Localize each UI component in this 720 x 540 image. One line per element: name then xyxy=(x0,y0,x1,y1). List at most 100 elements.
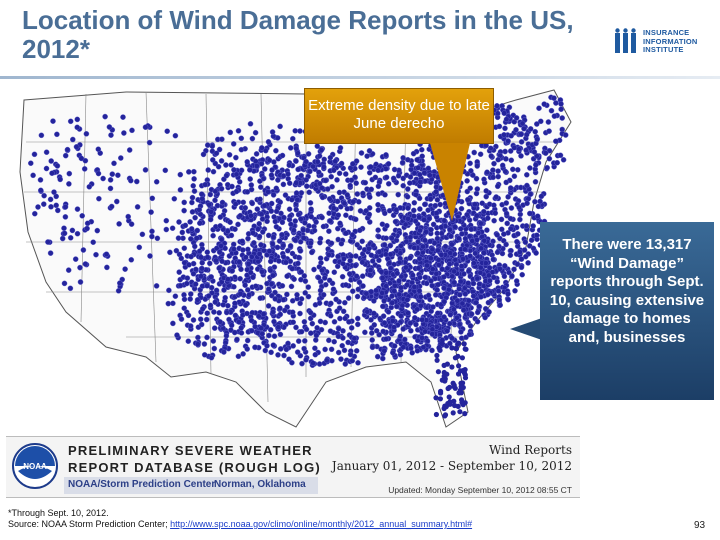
wind-report-dot xyxy=(293,158,299,164)
wind-report-dot xyxy=(213,245,220,252)
wind-report-dot xyxy=(208,209,214,215)
wind-report-dot xyxy=(362,179,369,186)
wind-report-dot xyxy=(189,194,196,201)
wind-report-dot xyxy=(108,203,115,210)
wind-report-dot xyxy=(247,176,253,182)
wind-report-dot xyxy=(393,303,400,310)
wind-report-dot xyxy=(476,303,482,310)
wind-report-dot xyxy=(356,227,363,234)
wind-report-dot xyxy=(503,241,509,248)
iii-logo: INSURANCE INFORMATION INSTITUTE xyxy=(613,28,713,56)
wind-report-dot xyxy=(235,353,242,360)
wind-report-dot xyxy=(402,221,409,228)
wind-report-dot xyxy=(190,183,196,189)
wind-report-dot xyxy=(128,177,134,184)
wind-report-dot xyxy=(343,212,349,218)
wind-report-dot xyxy=(498,226,505,233)
wind-report-dot xyxy=(258,325,264,331)
wind-report-dot xyxy=(398,284,404,291)
wind-report-dot xyxy=(515,231,521,237)
wind-report-dot xyxy=(258,211,265,218)
wind-report-dot xyxy=(109,171,116,177)
wind-report-dot xyxy=(179,229,186,236)
wind-report-dot xyxy=(375,183,382,190)
wind-report-dot xyxy=(302,220,308,226)
wind-report-dot xyxy=(503,200,510,206)
wind-report-dot xyxy=(313,219,319,225)
wind-report-dot xyxy=(429,331,436,337)
wind-report-dot xyxy=(491,202,497,208)
wind-report-dot xyxy=(397,333,404,340)
wind-report-dot xyxy=(524,200,530,207)
wind-report-dot xyxy=(348,177,355,183)
wind-report-dot xyxy=(35,204,41,210)
wind-report-dot xyxy=(303,326,310,333)
wind-report-dot xyxy=(292,128,299,134)
wind-report-dot xyxy=(381,241,388,248)
wind-report-dot xyxy=(111,160,117,167)
wind-report-dot xyxy=(222,294,228,301)
wind-report-dot xyxy=(240,351,246,357)
wind-report-dot xyxy=(408,345,414,352)
wind-report-dot xyxy=(391,324,397,330)
wind-report-dot xyxy=(190,317,197,323)
wind-report-dot xyxy=(228,232,235,239)
wind-report-dot xyxy=(286,206,293,212)
source-link[interactable]: http://www.spc.noaa.gov/climo/online/mon… xyxy=(170,519,473,529)
noaa-center-strip: NOAA/Storm Prediction Center Norman, Okl… xyxy=(64,477,318,494)
wind-report-dot xyxy=(232,226,238,232)
wind-report-dot xyxy=(261,202,268,209)
wind-report-dot xyxy=(323,357,330,364)
wind-report-dot xyxy=(233,154,239,161)
wind-report-dot xyxy=(174,332,180,338)
wind-report-dot xyxy=(387,242,394,249)
wind-report-dot xyxy=(490,174,496,181)
wind-report-dot xyxy=(417,227,423,234)
wind-report-dot xyxy=(532,179,539,185)
wind-report-dot xyxy=(312,337,319,343)
wind-report-dot xyxy=(422,328,429,335)
wind-report-dot xyxy=(530,223,537,229)
wind-report-dot xyxy=(436,345,442,351)
wind-report-dot xyxy=(303,177,310,183)
wind-report-dot xyxy=(371,298,377,304)
wind-report-dot xyxy=(337,204,344,210)
wind-report-dot xyxy=(271,159,277,165)
wind-report-dot xyxy=(182,222,189,229)
wind-report-dot xyxy=(289,265,296,272)
wind-report-dot xyxy=(273,185,280,192)
wind-report-dot xyxy=(383,174,390,181)
wind-report-dot xyxy=(342,361,349,367)
wind-report-dot xyxy=(498,216,505,223)
wind-report-dot xyxy=(399,159,406,166)
wind-report-dot xyxy=(277,331,284,338)
wind-report-dot xyxy=(484,227,490,233)
wind-report-dot xyxy=(217,319,223,325)
wind-report-dot xyxy=(176,269,182,275)
wind-report-dot xyxy=(428,278,434,284)
wind-report-dot xyxy=(54,131,60,138)
wind-report-dot xyxy=(270,234,277,240)
wind-report-dot xyxy=(456,321,463,328)
wind-report-dot xyxy=(232,201,239,207)
wind-report-dot xyxy=(385,161,392,167)
wind-report-dot xyxy=(396,291,403,298)
wind-report-dot xyxy=(229,183,235,190)
wind-report-dot xyxy=(400,326,407,332)
wind-report-dot xyxy=(382,192,388,198)
wind-report-dot xyxy=(225,302,231,309)
wind-report-dot xyxy=(411,245,418,251)
wind-report-dot xyxy=(490,167,496,173)
wind-report-dot xyxy=(317,239,323,246)
wind-report-dot xyxy=(149,195,156,202)
wind-report-dot xyxy=(442,412,449,418)
wind-report-dot xyxy=(236,319,242,325)
wind-report-dot xyxy=(410,207,417,214)
wind-report-dot xyxy=(495,288,502,294)
wind-report-dot xyxy=(217,223,223,229)
wind-report-dot xyxy=(439,340,445,346)
wind-report-dot xyxy=(341,200,348,207)
wind-report-dot xyxy=(248,327,255,334)
wind-report-dot xyxy=(381,210,388,217)
wind-report-dot xyxy=(314,324,320,331)
